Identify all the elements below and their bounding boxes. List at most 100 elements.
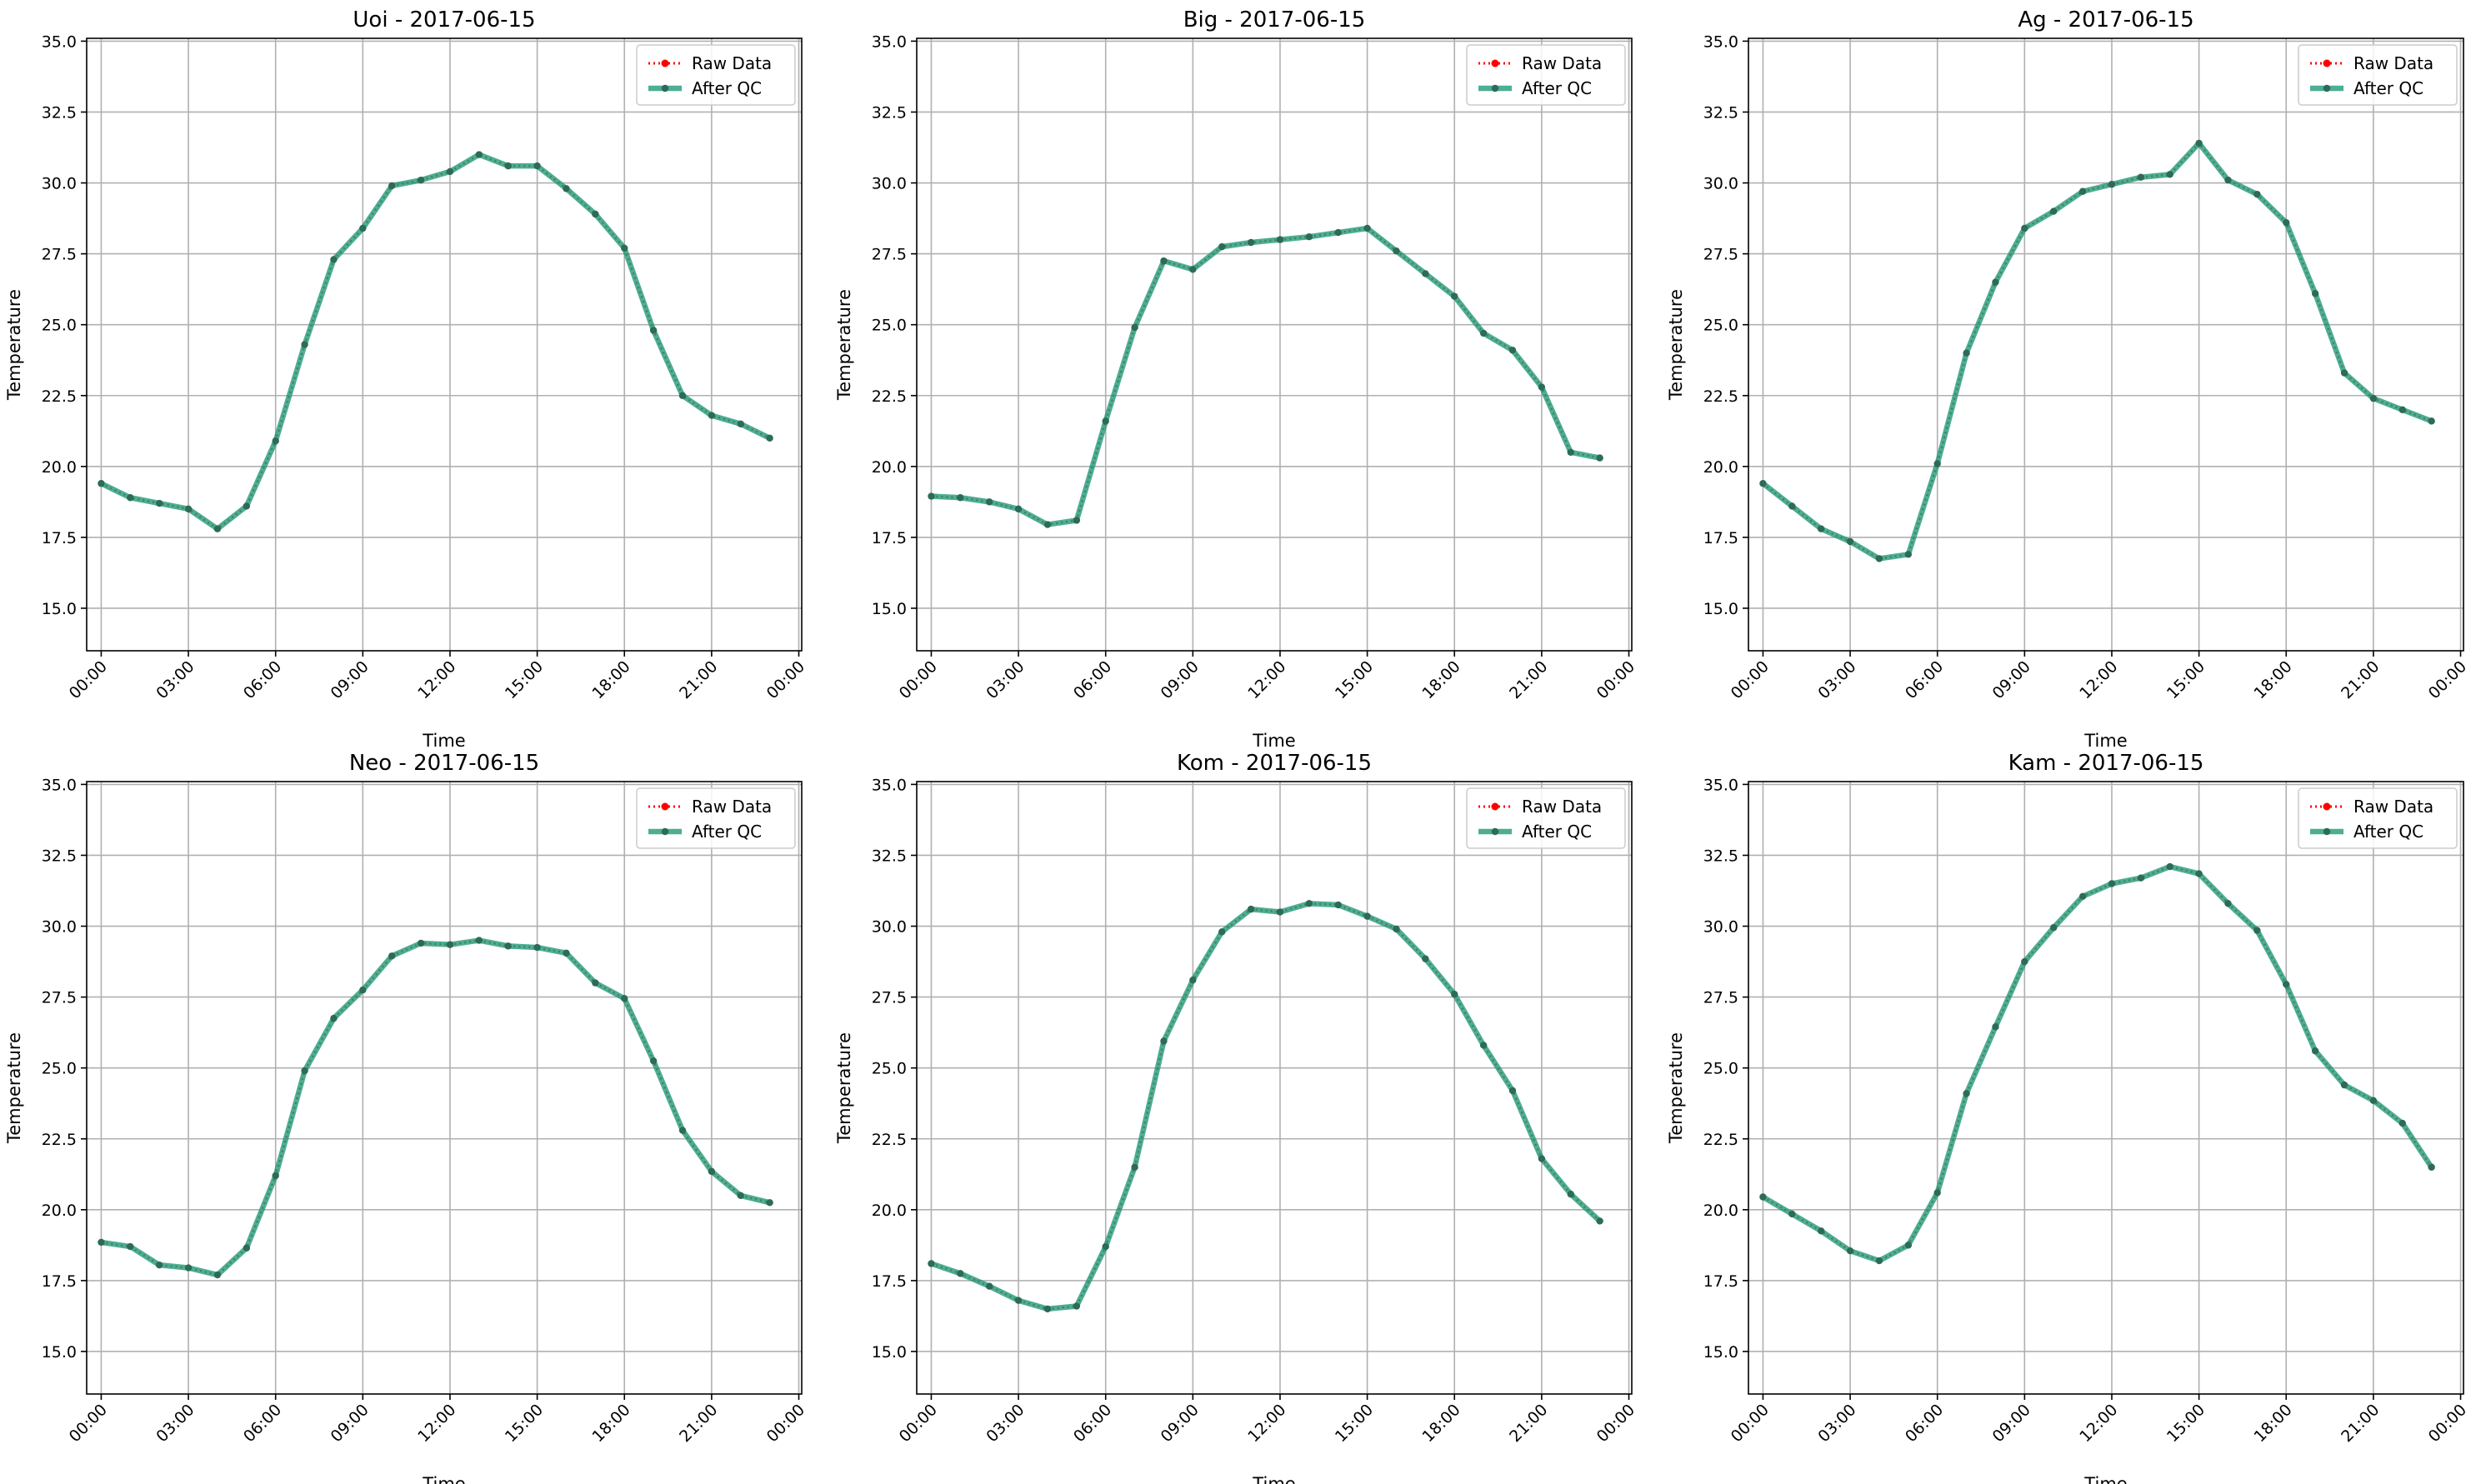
y-tick-label: 22.5 xyxy=(1703,1131,1738,1149)
data-point xyxy=(708,412,716,419)
y-tick-label: 22.5 xyxy=(1703,387,1738,406)
x-tick-label: 15:00 xyxy=(2163,1401,2208,1446)
x-tick-label: 12:00 xyxy=(414,1401,459,1446)
y-axis-label: Temperature xyxy=(1666,1032,1686,1144)
chart-title: Uoi - 2017-06-15 xyxy=(353,7,535,32)
data-point xyxy=(388,182,396,190)
data-point xyxy=(2340,369,2348,377)
series-line-after-qc xyxy=(931,225,1601,527)
data-point xyxy=(928,492,935,500)
data-point xyxy=(243,1244,251,1252)
data-point xyxy=(98,480,105,487)
data-point xyxy=(155,499,163,507)
data-point xyxy=(359,224,367,232)
data-point xyxy=(621,995,628,1002)
x-axis-label: Time xyxy=(2083,1474,2127,1484)
data-point xyxy=(1131,1163,1138,1171)
data-point xyxy=(1160,1037,1168,1045)
data-point xyxy=(1276,236,1284,243)
data-point xyxy=(1189,976,1197,984)
data-point xyxy=(2050,924,2058,932)
y-tick-label: 35.0 xyxy=(42,776,77,794)
legend-marker-after-qc xyxy=(1491,84,1499,92)
data-point xyxy=(678,1127,687,1134)
data-point xyxy=(475,937,483,944)
y-tick-label: 20.0 xyxy=(872,458,907,477)
series-line-after-qc xyxy=(1761,863,2434,1264)
y-tick-label: 15.0 xyxy=(1703,600,1738,618)
data-point xyxy=(1334,901,1342,909)
x-tick-label: 06:00 xyxy=(1070,657,1115,702)
data-point xyxy=(330,1014,338,1022)
data-point xyxy=(2398,406,2406,413)
data-point xyxy=(533,162,541,170)
data-point xyxy=(2283,218,2290,227)
data-point xyxy=(1102,417,1109,425)
data-point xyxy=(2050,207,2058,215)
axes-frame xyxy=(916,781,1633,1395)
data-point xyxy=(563,949,570,957)
data-point xyxy=(592,210,599,218)
y-tick-label: 17.5 xyxy=(1703,529,1738,547)
y-tick-label: 15.0 xyxy=(872,600,907,618)
x-axis-label: Time xyxy=(2083,731,2127,751)
data-point xyxy=(417,939,425,947)
x-axis-label: Time xyxy=(1252,731,1295,751)
data-point xyxy=(2021,224,2028,232)
x-tick-label: 15:00 xyxy=(2163,657,2208,702)
data-point xyxy=(1933,1189,1941,1197)
data-point xyxy=(504,942,512,950)
chart-title: Ag - 2017-06-15 xyxy=(2018,7,2193,32)
data-point xyxy=(2398,1119,2406,1127)
data-point xyxy=(272,1172,279,1180)
x-tick-label: 00:00 xyxy=(1593,1401,1638,1446)
data-point xyxy=(272,437,279,445)
x-tick-label: 00:00 xyxy=(1593,657,1638,702)
legend-label: After QC xyxy=(2353,822,2423,842)
y-tick-label: 15.0 xyxy=(42,600,77,618)
y-tick-label: 20.0 xyxy=(872,1202,907,1220)
data-point xyxy=(301,341,308,348)
x-tick-label: 15:00 xyxy=(1332,1401,1377,1446)
y-tick-label: 15.0 xyxy=(872,1343,907,1362)
legend-marker-after-qc xyxy=(2323,827,2331,836)
x-tick-label: 21:00 xyxy=(676,657,721,702)
x-tick-label: 00:00 xyxy=(896,657,941,702)
data-point xyxy=(98,1238,105,1247)
series-line-raw-data xyxy=(101,939,770,1277)
x-tick-label: 09:00 xyxy=(1158,1401,1203,1446)
x-tick-label: 18:00 xyxy=(1418,1401,1463,1446)
data-point xyxy=(1305,232,1313,241)
x-tick-label: 21:00 xyxy=(1506,1401,1551,1446)
axes-frame xyxy=(86,37,803,652)
x-tick-label: 03:00 xyxy=(983,1401,1028,1446)
data-point xyxy=(678,392,687,399)
x-tick-label: 21:00 xyxy=(2338,1401,2383,1446)
data-point xyxy=(1508,347,1517,354)
data-point xyxy=(446,941,454,948)
x-tick-label: 00:00 xyxy=(2425,1401,2470,1446)
data-point xyxy=(2283,981,2290,988)
y-tick-label: 27.5 xyxy=(872,246,907,264)
y-axis-label: Temperature xyxy=(1666,289,1686,401)
data-point xyxy=(737,420,744,427)
legend: Raw Data After QC xyxy=(636,787,796,849)
data-point xyxy=(417,176,425,184)
data-point xyxy=(213,1271,222,1279)
legend-label: Raw Data xyxy=(2353,53,2433,73)
y-tick-label: 32.5 xyxy=(872,103,907,122)
data-point xyxy=(1817,525,1825,532)
subplot-2: 15.0 17.5 20.0 22.5 25.0 27.5 30.0 32.5 35.0 00:0… xyxy=(834,7,1638,751)
series-line-raw-data xyxy=(100,153,771,531)
x-tick-label: 21:00 xyxy=(1506,657,1551,702)
data-point xyxy=(1904,551,1913,558)
y-tick-label: 25.0 xyxy=(1703,317,1738,335)
data-point xyxy=(1508,1087,1517,1095)
data-point xyxy=(1479,1042,1488,1049)
data-point xyxy=(2137,173,2145,181)
data-point xyxy=(2166,171,2173,178)
data-point xyxy=(2311,290,2319,297)
legend-marker-raw-data xyxy=(661,59,669,67)
data-point xyxy=(504,162,512,170)
data-point xyxy=(2369,1097,2378,1105)
